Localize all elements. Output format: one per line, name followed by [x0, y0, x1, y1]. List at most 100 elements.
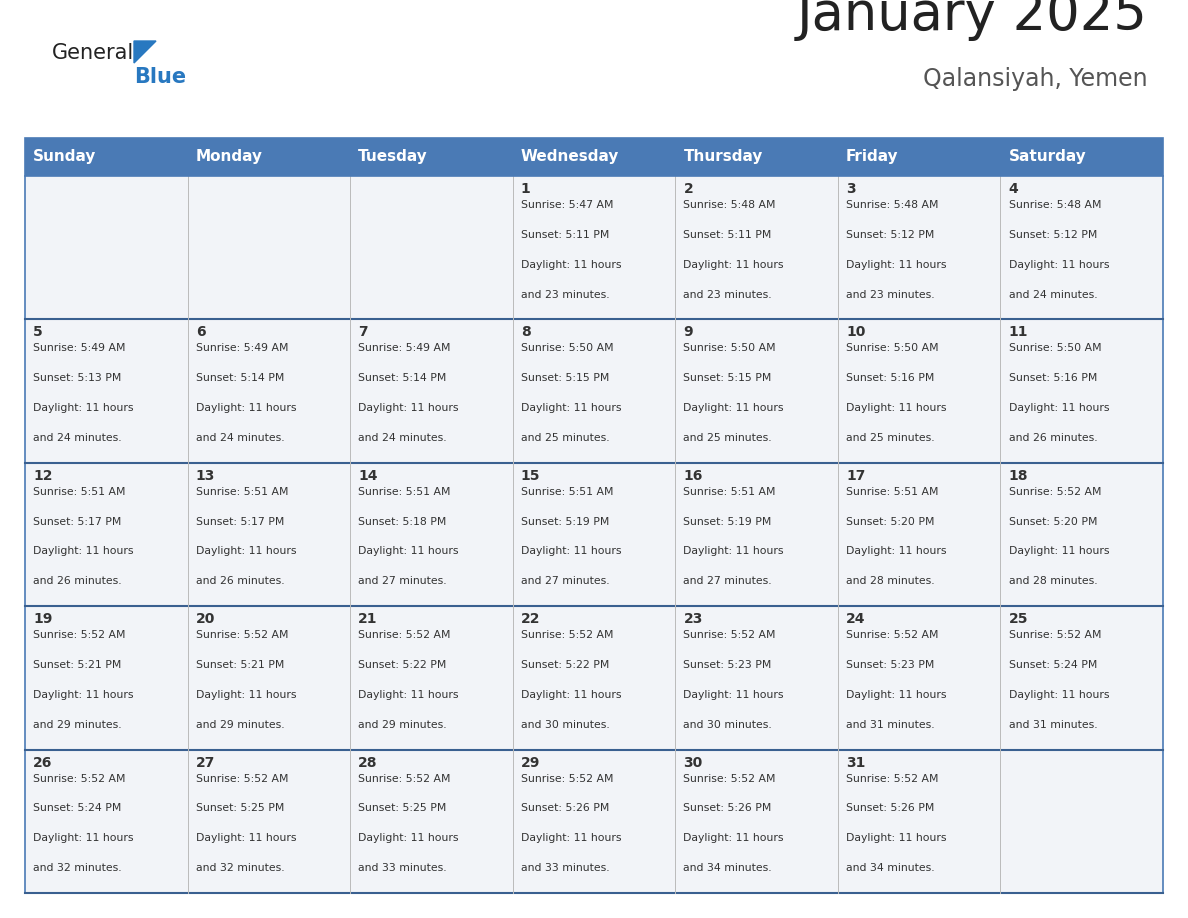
Text: 7: 7: [359, 325, 368, 340]
Bar: [25, 138, 188, 176]
Text: 23: 23: [683, 612, 703, 626]
Text: Sunrise: 5:51 AM: Sunrise: 5:51 AM: [359, 487, 450, 497]
Text: Daylight: 11 hours: Daylight: 11 hours: [846, 690, 947, 700]
Text: and 25 minutes.: and 25 minutes.: [846, 433, 935, 443]
Text: Daylight: 11 hours: Daylight: 11 hours: [359, 403, 459, 413]
Text: Daylight: 11 hours: Daylight: 11 hours: [359, 546, 459, 556]
Text: and 25 minutes.: and 25 minutes.: [520, 433, 609, 443]
Text: Daylight: 11 hours: Daylight: 11 hours: [1009, 260, 1110, 270]
Bar: [25, 176, 188, 319]
Text: Sunrise: 5:52 AM: Sunrise: 5:52 AM: [359, 774, 450, 784]
Text: Daylight: 11 hours: Daylight: 11 hours: [1009, 546, 1110, 556]
Text: Sunrise: 5:51 AM: Sunrise: 5:51 AM: [33, 487, 126, 497]
Text: Sunset: 5:12 PM: Sunset: 5:12 PM: [1009, 230, 1097, 240]
Text: and 30 minutes.: and 30 minutes.: [683, 720, 772, 730]
Bar: [1000, 606, 1163, 750]
Text: Sunset: 5:11 PM: Sunset: 5:11 PM: [683, 230, 772, 240]
Bar: [675, 319, 838, 463]
Text: and 24 minutes.: and 24 minutes.: [359, 433, 447, 443]
Text: 16: 16: [683, 469, 703, 483]
Text: 3: 3: [846, 182, 855, 196]
Text: 25: 25: [1009, 612, 1028, 626]
Bar: [25, 750, 188, 893]
Text: 29: 29: [520, 756, 541, 769]
Text: and 27 minutes.: and 27 minutes.: [359, 577, 447, 587]
Text: and 26 minutes.: and 26 minutes.: [1009, 433, 1098, 443]
Polygon shape: [134, 41, 156, 63]
Text: Sunset: 5:20 PM: Sunset: 5:20 PM: [1009, 517, 1097, 527]
Text: Daylight: 11 hours: Daylight: 11 hours: [846, 546, 947, 556]
Text: Daylight: 11 hours: Daylight: 11 hours: [683, 834, 784, 844]
Text: Daylight: 11 hours: Daylight: 11 hours: [196, 834, 296, 844]
Bar: [513, 606, 675, 750]
Text: and 29 minutes.: and 29 minutes.: [33, 720, 121, 730]
Text: Daylight: 11 hours: Daylight: 11 hours: [846, 403, 947, 413]
Text: Sunset: 5:16 PM: Sunset: 5:16 PM: [1009, 374, 1097, 383]
Bar: [513, 176, 675, 319]
Text: 1: 1: [520, 182, 531, 196]
Text: 10: 10: [846, 325, 865, 340]
Text: Sunrise: 5:50 AM: Sunrise: 5:50 AM: [846, 343, 939, 353]
Bar: [1000, 176, 1163, 319]
Text: Sunrise: 5:52 AM: Sunrise: 5:52 AM: [846, 630, 939, 640]
Text: Sunrise: 5:51 AM: Sunrise: 5:51 AM: [196, 487, 289, 497]
Text: Daylight: 11 hours: Daylight: 11 hours: [196, 690, 296, 700]
Text: and 34 minutes.: and 34 minutes.: [683, 863, 772, 873]
Text: and 25 minutes.: and 25 minutes.: [683, 433, 772, 443]
Text: Sunset: 5:17 PM: Sunset: 5:17 PM: [33, 517, 121, 527]
Text: 5: 5: [33, 325, 43, 340]
Text: Daylight: 11 hours: Daylight: 11 hours: [683, 403, 784, 413]
Text: Sunrise: 5:47 AM: Sunrise: 5:47 AM: [520, 200, 613, 210]
Bar: [513, 750, 675, 893]
Text: 20: 20: [196, 612, 215, 626]
Text: Daylight: 11 hours: Daylight: 11 hours: [33, 403, 133, 413]
Text: Sunrise: 5:51 AM: Sunrise: 5:51 AM: [683, 487, 776, 497]
Bar: [188, 606, 350, 750]
Text: Sunrise: 5:49 AM: Sunrise: 5:49 AM: [196, 343, 289, 353]
Text: 8: 8: [520, 325, 531, 340]
Text: Sunrise: 5:50 AM: Sunrise: 5:50 AM: [520, 343, 613, 353]
Text: Sunrise: 5:52 AM: Sunrise: 5:52 AM: [683, 630, 776, 640]
Text: Sunset: 5:19 PM: Sunset: 5:19 PM: [520, 517, 609, 527]
Text: Sunset: 5:14 PM: Sunset: 5:14 PM: [359, 374, 447, 383]
Bar: [675, 176, 838, 319]
Bar: [350, 463, 513, 606]
Text: Daylight: 11 hours: Daylight: 11 hours: [520, 546, 621, 556]
Text: Sunset: 5:23 PM: Sunset: 5:23 PM: [846, 660, 934, 670]
Text: Sunrise: 5:52 AM: Sunrise: 5:52 AM: [359, 630, 450, 640]
Text: and 24 minutes.: and 24 minutes.: [33, 433, 121, 443]
Text: and 28 minutes.: and 28 minutes.: [846, 577, 935, 587]
Text: Sunrise: 5:52 AM: Sunrise: 5:52 AM: [520, 630, 613, 640]
Text: Sunset: 5:15 PM: Sunset: 5:15 PM: [683, 374, 772, 383]
Bar: [25, 319, 188, 463]
Text: Sunset: 5:23 PM: Sunset: 5:23 PM: [683, 660, 772, 670]
Text: Qalansiyah, Yemen: Qalansiyah, Yemen: [923, 67, 1148, 91]
Text: 31: 31: [846, 756, 865, 769]
Text: and 23 minutes.: and 23 minutes.: [846, 289, 935, 299]
Text: Daylight: 11 hours: Daylight: 11 hours: [359, 690, 459, 700]
Text: Sunset: 5:13 PM: Sunset: 5:13 PM: [33, 374, 121, 383]
Text: Sunrise: 5:52 AM: Sunrise: 5:52 AM: [33, 630, 126, 640]
Text: Sunrise: 5:52 AM: Sunrise: 5:52 AM: [520, 774, 613, 784]
Text: Sunrise: 5:52 AM: Sunrise: 5:52 AM: [846, 774, 939, 784]
Text: Sunset: 5:21 PM: Sunset: 5:21 PM: [33, 660, 121, 670]
Text: and 23 minutes.: and 23 minutes.: [520, 289, 609, 299]
Text: Tuesday: Tuesday: [359, 150, 428, 164]
Bar: [188, 463, 350, 606]
Text: Sunrise: 5:52 AM: Sunrise: 5:52 AM: [196, 630, 289, 640]
Text: Monday: Monday: [196, 150, 263, 164]
Text: Sunset: 5:11 PM: Sunset: 5:11 PM: [520, 230, 609, 240]
Text: and 27 minutes.: and 27 minutes.: [683, 577, 772, 587]
Text: and 27 minutes.: and 27 minutes.: [520, 577, 609, 587]
Text: 21: 21: [359, 612, 378, 626]
Text: Daylight: 11 hours: Daylight: 11 hours: [359, 834, 459, 844]
Text: Sunset: 5:25 PM: Sunset: 5:25 PM: [196, 803, 284, 813]
Text: Sunrise: 5:51 AM: Sunrise: 5:51 AM: [846, 487, 939, 497]
Text: 19: 19: [33, 612, 52, 626]
Text: Sunrise: 5:50 AM: Sunrise: 5:50 AM: [683, 343, 776, 353]
Bar: [1000, 463, 1163, 606]
Text: 9: 9: [683, 325, 693, 340]
Bar: [25, 606, 188, 750]
Bar: [513, 319, 675, 463]
Text: 14: 14: [359, 469, 378, 483]
